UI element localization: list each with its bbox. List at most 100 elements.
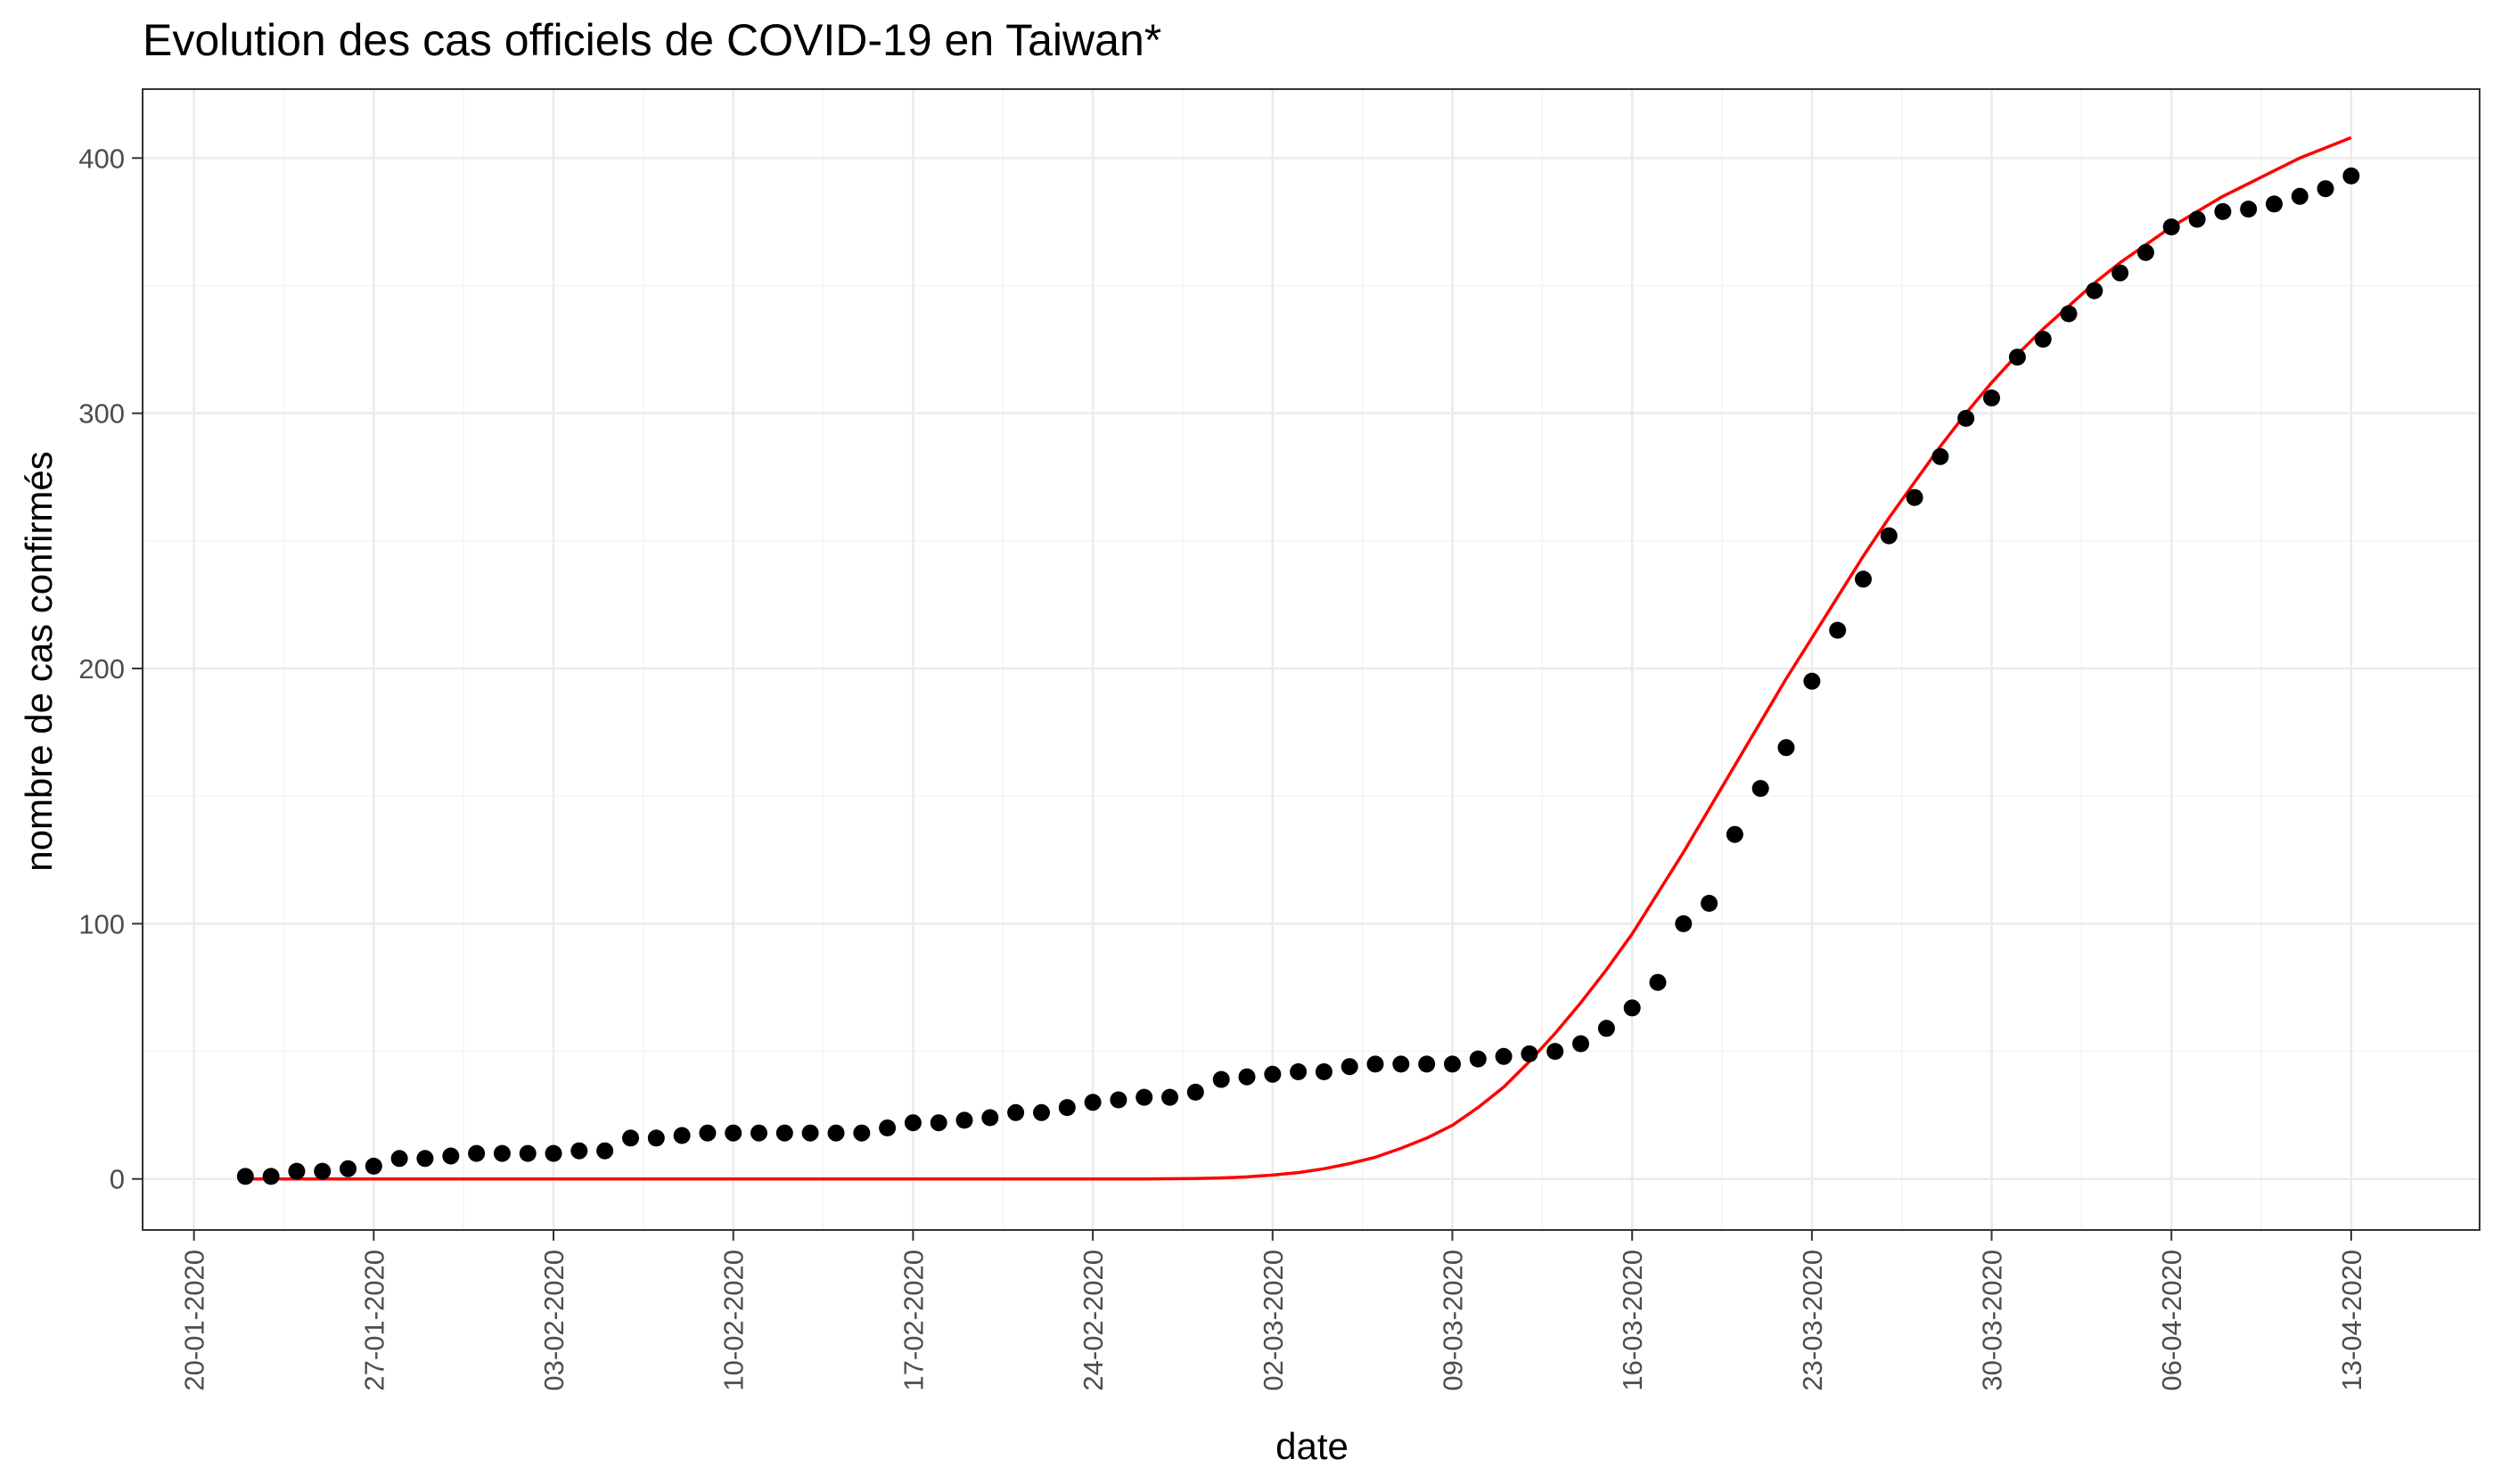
data-point (1418, 1055, 1436, 1073)
data-point (519, 1144, 537, 1162)
data-point (2008, 348, 2026, 366)
fitted-curve-layer (245, 135, 2352, 1181)
x-tick-label: 09-03-2020 (1438, 1250, 1469, 1391)
data-point (1726, 825, 1743, 843)
data-point (801, 1124, 819, 1142)
data-point (853, 1124, 871, 1142)
data-point (1675, 914, 1693, 932)
data-point (647, 1129, 665, 1147)
data-point (1392, 1055, 1410, 1073)
data-point (775, 1124, 793, 1142)
data-point (1033, 1103, 1050, 1121)
data-point (2342, 167, 2360, 184)
x-tick-label: 03-02-2020 (538, 1250, 570, 1391)
data-point (1597, 1020, 1615, 1037)
data-point (1521, 1045, 1538, 1062)
panel-border (142, 88, 2480, 1231)
y-tick-label: 0 (110, 1164, 125, 1195)
data-point (2188, 210, 2206, 228)
data-point (1829, 621, 1847, 639)
x-tick-label: 02-03-2020 (1258, 1250, 1289, 1391)
data-point (1341, 1058, 1358, 1076)
data-point (1572, 1035, 1589, 1053)
chart-title: Evolution des cas officiels de COVID-19 … (143, 15, 1161, 65)
x-tick-label: 27-01-2020 (358, 1250, 390, 1391)
data-point (493, 1144, 511, 1162)
data-point (1546, 1043, 1564, 1061)
data-point (596, 1142, 614, 1160)
data-point (1623, 999, 1641, 1017)
data-point (1495, 1047, 1513, 1065)
y-tick-label: 300 (78, 398, 125, 430)
data-point (390, 1150, 408, 1168)
data-point (1315, 1063, 1332, 1080)
x-tick-label: 10-02-2020 (718, 1250, 750, 1391)
data-point (2034, 331, 2052, 348)
data-point (1084, 1094, 1102, 1111)
data-point (2291, 187, 2308, 205)
data-point (1058, 1099, 1076, 1117)
y-axis-label: nombre de cas confirmés (18, 451, 60, 872)
y-tick-label: 200 (78, 653, 125, 685)
data-points-layer (236, 167, 2360, 1185)
data-point (981, 1109, 999, 1127)
data-point (1366, 1055, 1384, 1073)
data-point (1751, 780, 1769, 798)
data-point (340, 1160, 357, 1177)
data-point (236, 1168, 254, 1185)
data-point (2086, 282, 2103, 299)
data-point (930, 1114, 947, 1132)
data-point (1161, 1088, 1178, 1106)
x-tick-label: 06-04-2020 (2156, 1250, 2187, 1391)
data-point (1855, 570, 1872, 588)
data-point (1701, 895, 1718, 912)
grid (143, 89, 2480, 1230)
data-point (2214, 202, 2232, 220)
data-point (1777, 739, 1795, 757)
data-point (1136, 1088, 1153, 1106)
data-point (365, 1157, 382, 1175)
data-point (2112, 264, 2129, 282)
data-point (1238, 1068, 1256, 1086)
data-point (750, 1124, 767, 1142)
x-tick-label: 13-04-2020 (2336, 1250, 2367, 1391)
data-point (673, 1127, 691, 1144)
data-point (468, 1144, 486, 1162)
data-point (1469, 1050, 1487, 1068)
data-point (1212, 1070, 1230, 1088)
data-point (879, 1119, 897, 1136)
data-point (2060, 305, 2078, 323)
x-tick-label: 16-03-2020 (1617, 1250, 1648, 1391)
data-point (1186, 1083, 1204, 1101)
data-point (1649, 973, 1667, 991)
data-point (904, 1114, 922, 1132)
data-point (1803, 672, 1821, 690)
data-point (1007, 1103, 1025, 1121)
data-point (1906, 488, 1923, 506)
data-point (545, 1144, 562, 1162)
data-point (1957, 409, 1975, 427)
data-point (442, 1147, 460, 1165)
x-tick-label: 30-03-2020 (1977, 1250, 2008, 1391)
data-point (1983, 389, 2000, 406)
data-point (2240, 201, 2258, 218)
y-axis: 0 100 200 300 400 (78, 143, 143, 1195)
data-point (1444, 1055, 1461, 1073)
x-tick-label: 20-01-2020 (179, 1250, 210, 1391)
data-point (1290, 1063, 1308, 1080)
data-point (1110, 1091, 1128, 1109)
data-point (288, 1162, 306, 1180)
data-point (699, 1124, 717, 1142)
data-point (2266, 195, 2283, 213)
data-point (570, 1142, 588, 1160)
data-point (314, 1162, 332, 1180)
data-point (262, 1168, 280, 1185)
x-axis: 20-01-2020 27-01-2020 03-02-2020 10-02-2020… (179, 1230, 2367, 1391)
data-point (2136, 243, 2154, 261)
data-point (955, 1111, 973, 1129)
y-tick-label: 100 (78, 908, 125, 939)
data-point (1931, 447, 1949, 465)
data-point (2316, 180, 2334, 198)
y-tick-label: 400 (78, 143, 125, 174)
